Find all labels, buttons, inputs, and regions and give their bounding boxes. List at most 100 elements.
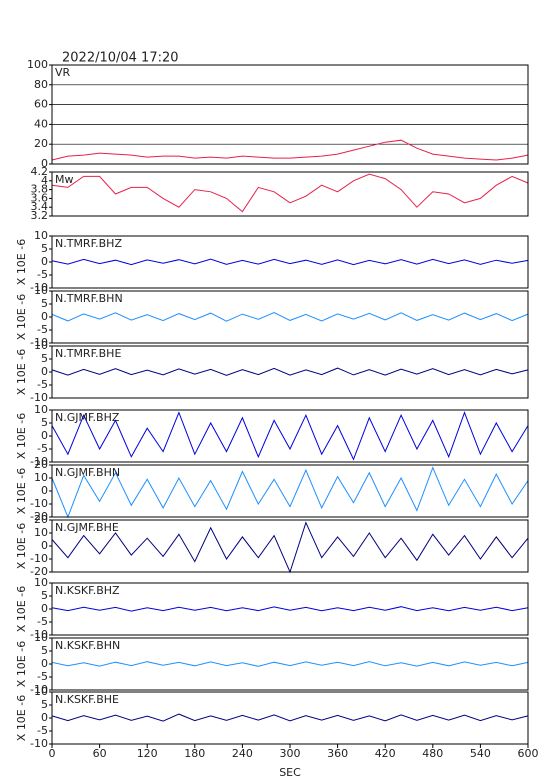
- series-label: N.GJMF.BHE: [55, 521, 119, 534]
- y-tick-label: 4: [41, 174, 48, 187]
- y-tick-label: 3.2: [31, 209, 49, 222]
- x-tick-label: 180: [184, 747, 205, 760]
- y-tick-label: 5: [41, 698, 48, 711]
- y-axis-label: X 10E -6: [15, 294, 28, 340]
- x-tick-label: 480: [422, 747, 443, 760]
- trace-line: [51, 367, 529, 376]
- y-axis-label: X 10E -6: [15, 695, 28, 741]
- y-tick-label: 0: [41, 602, 48, 615]
- trace-line: [51, 258, 529, 266]
- series-label: N.TMRF.BHZ: [55, 237, 122, 250]
- series-label: N.KSKF.BHN: [55, 639, 120, 652]
- trace-line: [51, 713, 529, 722]
- y-tick-label: 80: [34, 78, 48, 91]
- y-tick-label: -10: [30, 455, 48, 468]
- y-tick-label: 0: [41, 365, 48, 378]
- y-tick-label: 5: [41, 589, 48, 602]
- y-tick-label: 5: [41, 297, 48, 310]
- x-tick-label: 600: [518, 747, 539, 760]
- series-label: N.TMRF.BHE: [55, 347, 121, 360]
- y-tick-label: 5: [41, 242, 48, 255]
- y-axis-label: X 10E -6: [15, 349, 28, 395]
- panel-frame: [51, 290, 529, 344]
- x-axis-label: SEC: [279, 766, 301, 779]
- y-tick-label: 20: [34, 458, 48, 471]
- y-axis-label: X 10E -6: [15, 239, 28, 285]
- y-tick-label: 0: [41, 255, 48, 268]
- y-tick-label: -5: [37, 670, 48, 683]
- panel-frame: [51, 235, 529, 289]
- trace-line: [51, 173, 529, 213]
- y-tick-label: -20: [30, 510, 48, 523]
- y-tick-label: 0: [41, 157, 48, 170]
- y-tick-label: 5: [41, 416, 48, 429]
- y-tick-label: -10: [30, 628, 48, 641]
- y-tick-label: 0: [41, 429, 48, 442]
- panel-frame: [51, 582, 529, 636]
- y-tick-label: -5: [37, 615, 48, 628]
- y-tick-label: 10: [34, 526, 48, 539]
- y-tick-label: 10: [34, 576, 48, 589]
- y-tick-label: -5: [37, 442, 48, 455]
- y-tick-label: 10: [34, 685, 48, 698]
- series-label: N.GJMF.BHZ: [55, 411, 120, 424]
- y-tick-label: 10: [34, 471, 48, 484]
- y-axis-label: X 10E -6: [15, 468, 28, 514]
- panel-frame: [51, 519, 529, 573]
- y-tick-label: -10: [30, 336, 48, 349]
- y-tick-label: 10: [34, 403, 48, 416]
- x-tick-label: 120: [137, 747, 158, 760]
- series-label: N.GJMF.BHN: [55, 466, 120, 479]
- x-tick-label: 540: [470, 747, 491, 760]
- series-label: N.KSKF.BHE: [55, 693, 119, 706]
- y-tick-label: -10: [30, 281, 48, 294]
- series-label: VR: [55, 66, 71, 79]
- x-tick-label: 0: [49, 747, 56, 760]
- chart-title: 2022/10/04 17:20: [62, 51, 179, 66]
- y-tick-label: 5: [41, 644, 48, 657]
- y-tick-label: 0: [41, 539, 48, 552]
- y-axis-label: X 10E -6: [15, 413, 28, 459]
- y-tick-label: -10: [30, 737, 48, 750]
- y-tick-label: 4.2: [31, 165, 49, 178]
- y-tick-label: 0: [41, 484, 48, 497]
- panel-frame: [51, 409, 529, 463]
- y-tick-label: -10: [30, 683, 48, 696]
- y-tick-label: -10: [30, 552, 48, 565]
- trace-line: [51, 661, 529, 667]
- y-axis-label: X 10E -6: [15, 586, 28, 632]
- y-tick-label: 0: [41, 711, 48, 724]
- y-tick-label: -20: [30, 565, 48, 578]
- y-tick-label: 60: [34, 98, 48, 111]
- y-tick-label: -10: [30, 497, 48, 510]
- y-tick-label: 0: [41, 310, 48, 323]
- series-label: Mw: [55, 173, 74, 186]
- series-label: N.KSKF.BHZ: [55, 584, 120, 597]
- y-tick-label: 10: [34, 229, 48, 242]
- panel-frame: [51, 637, 529, 691]
- x-tick-label: 420: [375, 747, 396, 760]
- panel-frame: [51, 171, 529, 217]
- y-tick-label: 0: [41, 657, 48, 670]
- panel-frame: [51, 64, 529, 165]
- y-tick-label: 20: [34, 137, 48, 150]
- y-tick-label: 5: [41, 352, 48, 365]
- x-tick-label: 360: [327, 747, 348, 760]
- y-tick-label: -5: [37, 268, 48, 281]
- x-tick-label: 60: [93, 747, 107, 760]
- y-tick-label: 3.6: [31, 191, 49, 204]
- y-tick-label: 20: [34, 513, 48, 526]
- y-tick-label: -10: [30, 391, 48, 404]
- y-axis-label: X 10E -6: [15, 641, 28, 687]
- trace-line: [51, 521, 529, 574]
- y-tick-label: -5: [37, 323, 48, 336]
- trace-line: [51, 466, 529, 519]
- y-tick-label: 40: [34, 117, 48, 130]
- y-tick-label: 10: [34, 631, 48, 644]
- panel-frame: [51, 464, 529, 518]
- y-tick-label: 3.8: [31, 183, 49, 196]
- trace-line: [51, 606, 529, 612]
- trace-line: [51, 411, 529, 461]
- y-tick-label: 10: [34, 284, 48, 297]
